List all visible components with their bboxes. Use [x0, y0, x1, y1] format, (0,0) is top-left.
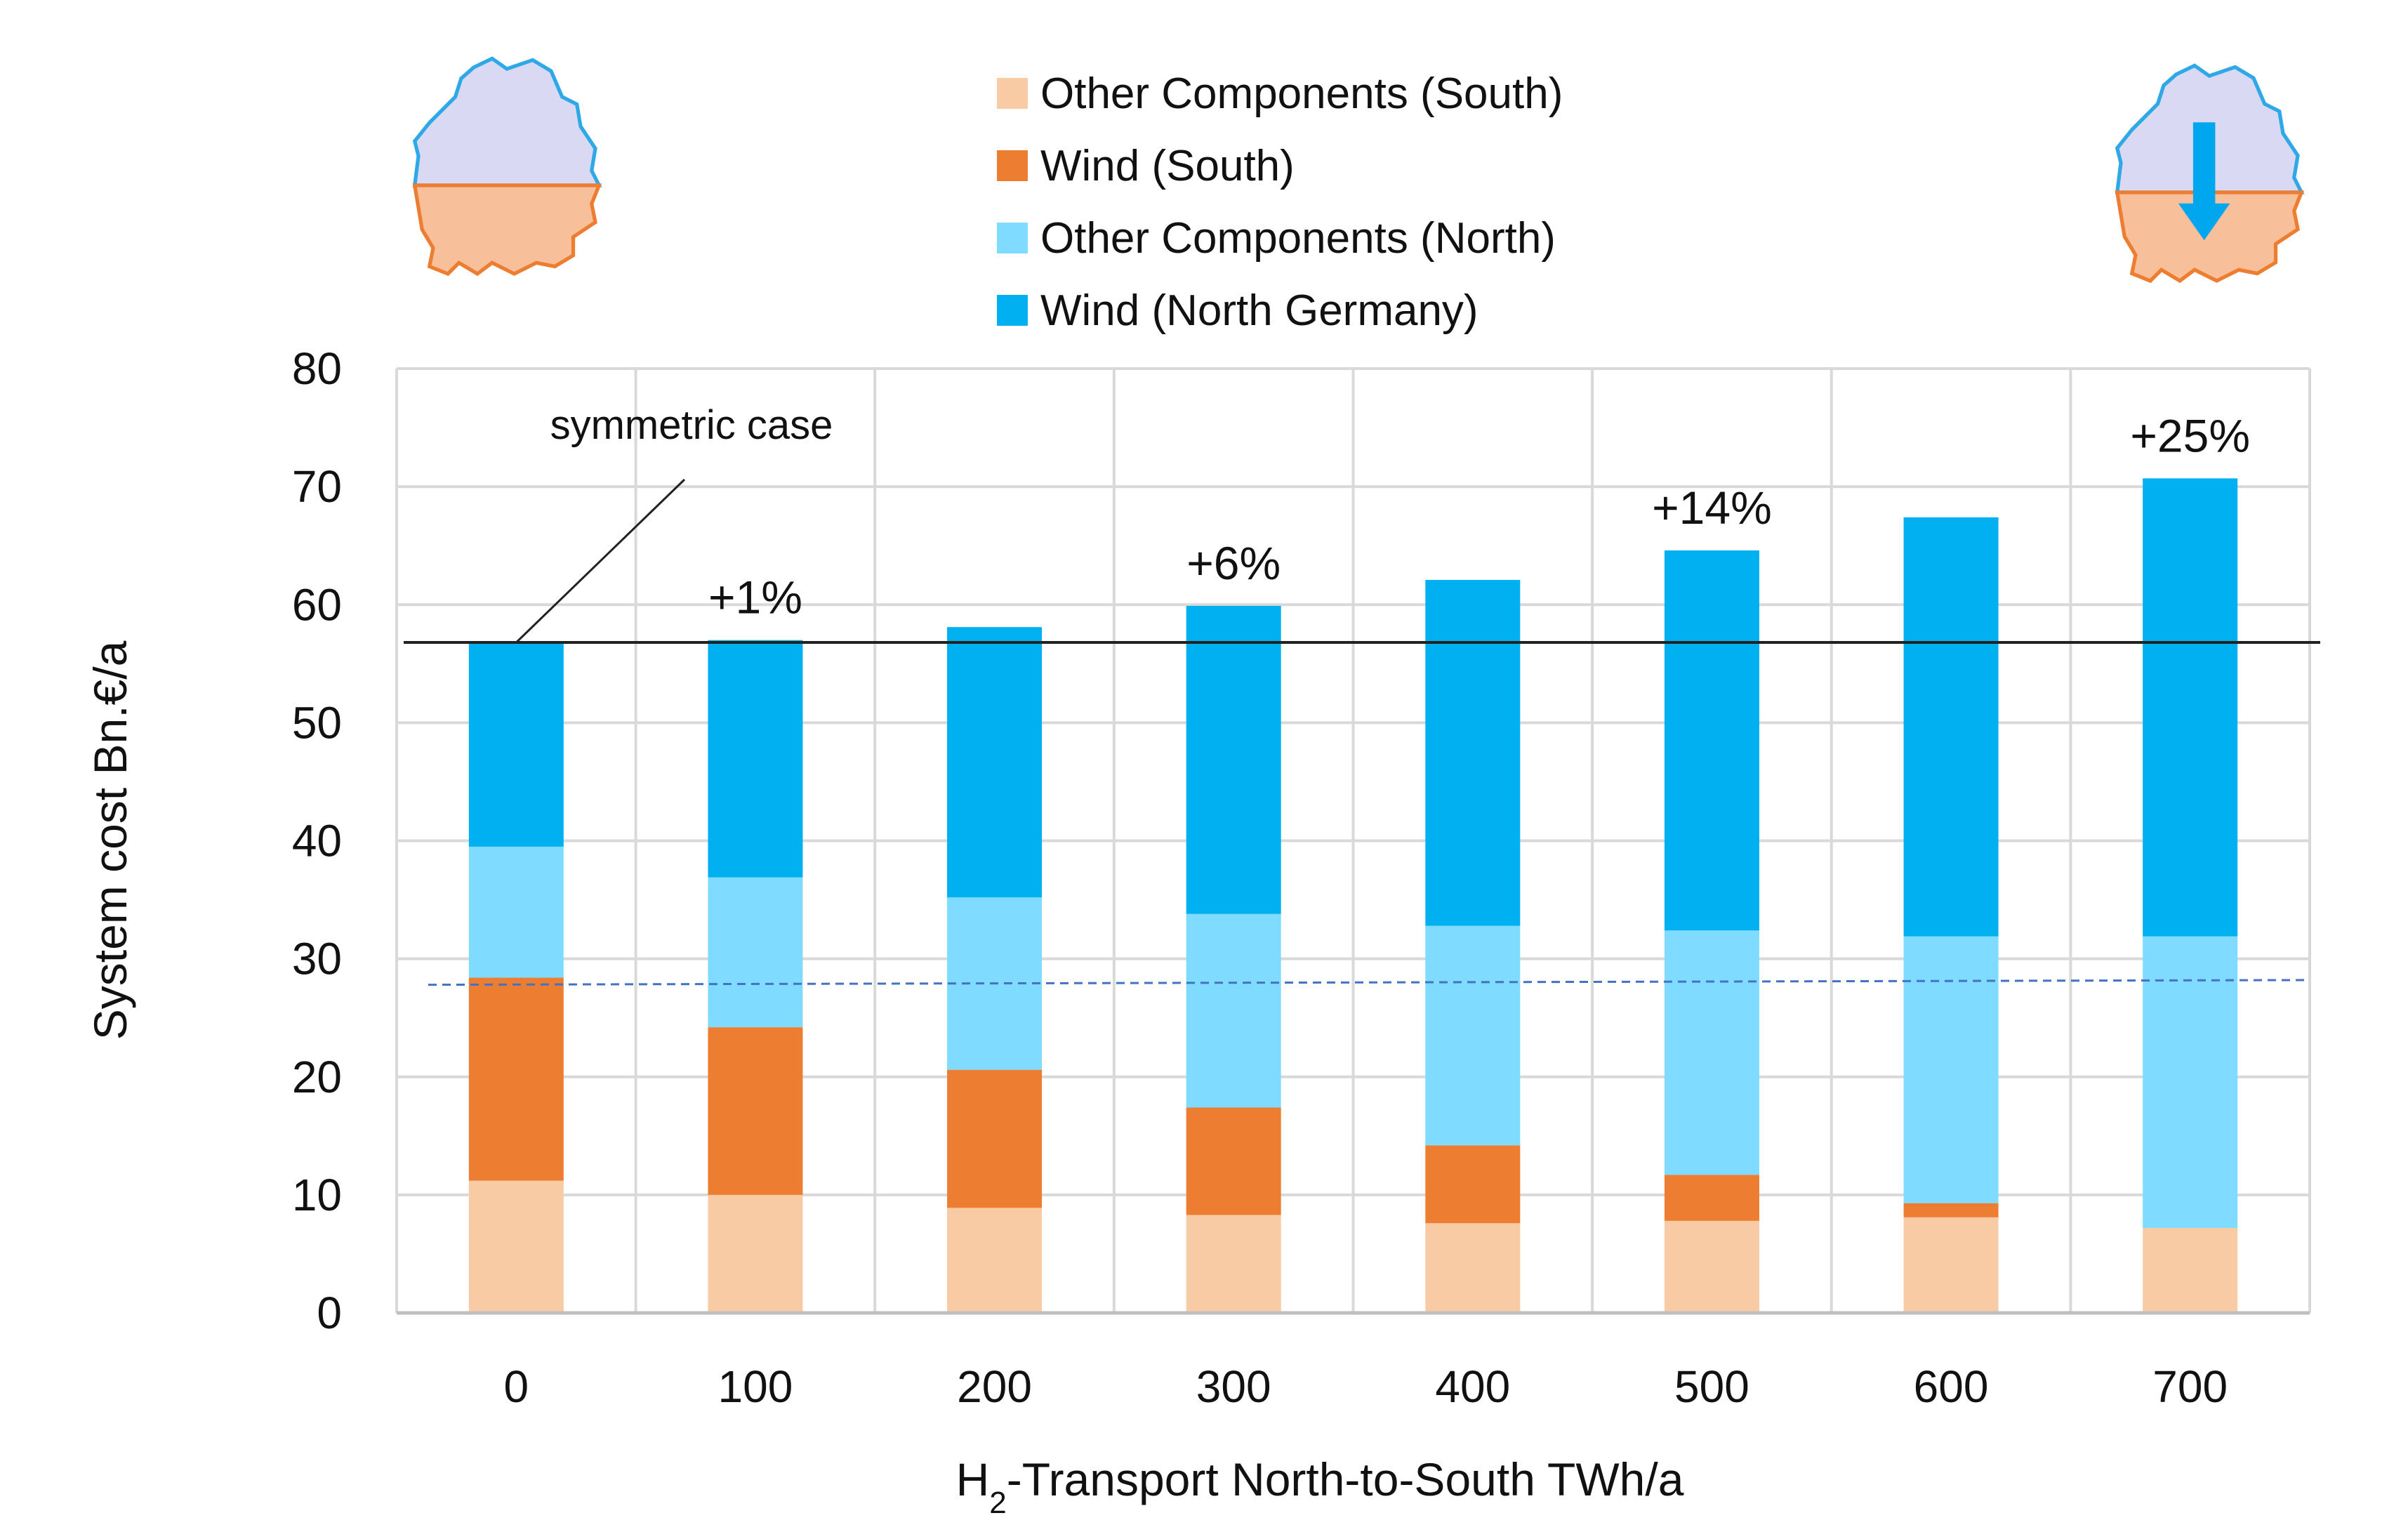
legend-swatch	[997, 150, 1028, 181]
bar-segment	[947, 1069, 1043, 1208]
symmetric-case-leader	[515, 478, 686, 644]
x-tick-label: 700	[2152, 1361, 2228, 1412]
map-north-region	[412, 56, 602, 187]
bar-segment	[1664, 1175, 1759, 1221]
x-axis-title: H2-Transport North-to-South TWh/a	[956, 1453, 1684, 1520]
x-axis-title-part: H	[956, 1453, 990, 1505]
bar-segment	[1186, 1107, 1281, 1215]
y-tick-label: 80	[292, 343, 342, 394]
bar-segment	[468, 977, 564, 1181]
bar-segment	[2143, 936, 2238, 1228]
bar-segment	[1903, 1217, 1999, 1313]
axis-layer: 0 10 20 30 40 50 60 70 80 0 100 200 300 400 500 600 700 S…	[84, 343, 2310, 1520]
y-tick-label: 10	[292, 1170, 342, 1220]
legend-layer: Other Components (South) Wind (South) Othe…	[997, 70, 1563, 335]
y-tick-label: 60	[292, 579, 342, 630]
bar-segment	[1186, 913, 1281, 1108]
y-tick-label: 30	[292, 934, 342, 984]
legend-label: Wind (South)	[1040, 142, 1295, 190]
y-tick-label: 0	[317, 1288, 342, 1338]
legend-label: Other Components (North)	[1040, 214, 1556, 263]
x-tick-label: 0	[504, 1361, 529, 1412]
bar-segment	[1903, 1203, 1999, 1217]
germany-map-icon	[412, 56, 602, 277]
bar-segment	[468, 1180, 564, 1313]
x-axis-title-part: -Transport North-to-South TWh/a	[1007, 1453, 1684, 1505]
bar-segment	[708, 1194, 803, 1313]
bar-segment	[947, 1208, 1043, 1313]
north-to-south-arrow	[2178, 122, 2230, 241]
grid-layer	[395, 367, 2311, 1314]
bar-segment	[1425, 579, 1521, 926]
bar-segment	[1903, 936, 1999, 1203]
x-tick-label: 600	[1914, 1361, 1989, 1412]
legend-label: Other Components (South)	[1040, 70, 1563, 118]
legend-swatch	[997, 295, 1028, 326]
bar-segment	[1664, 930, 1759, 1175]
legend-label: Wind (North Germany)	[1040, 286, 1478, 335]
bar-segment	[1186, 605, 1281, 914]
y-tick-label: 50	[292, 697, 342, 748]
bar-segment	[468, 642, 564, 847]
map-south-region	[412, 183, 602, 277]
y-tick-label: 40	[292, 816, 342, 866]
bar-segment	[708, 640, 803, 878]
symmetric-case-label: symmetric case	[550, 402, 833, 448]
bar-segment	[708, 877, 803, 1028]
x-tick-label: 500	[1674, 1361, 1749, 1412]
legend-swatch	[997, 223, 1028, 253]
x-axis-title-subscript: 2	[989, 1486, 1006, 1520]
y-tick-label: 70	[292, 461, 342, 512]
germany-map-arrow-icon	[2115, 63, 2305, 284]
bar-segment	[708, 1027, 803, 1195]
map-south-region-right	[2115, 190, 2305, 284]
legend-swatch	[997, 78, 1028, 109]
bar-segment	[1903, 517, 1999, 937]
x-tick-label: 200	[957, 1361, 1032, 1412]
y-tick-label: 20	[292, 1052, 342, 1102]
percent-increase-label: +1%	[708, 572, 802, 623]
percent-increase-label: +6%	[1186, 537, 1281, 589]
bar-segment	[1425, 1223, 1521, 1313]
x-tick-label: 300	[1196, 1361, 1271, 1412]
bar-segment	[1664, 1220, 1759, 1313]
x-tick-label: 100	[718, 1361, 793, 1412]
bar-segment	[1425, 1145, 1521, 1224]
bar-segment	[1425, 925, 1521, 1146]
bar-segment	[1186, 1215, 1281, 1313]
bar-segment	[947, 627, 1043, 898]
bar-segment	[2143, 1227, 2238, 1313]
percent-increase-label: +25%	[2130, 409, 2250, 461]
percent-increase-label: +14%	[1652, 482, 1772, 534]
dashed-reference-line	[428, 979, 2310, 986]
bar-segment	[468, 846, 564, 978]
x-tick-label: 400	[1435, 1361, 1510, 1412]
lines-layer: symmetric case +1% +6% +14% +25%	[404, 402, 2320, 986]
bar-segment	[2143, 478, 2238, 937]
bar-segment	[1664, 550, 1759, 931]
y-axis-title: System cost Bn.€/a	[84, 640, 136, 1040]
